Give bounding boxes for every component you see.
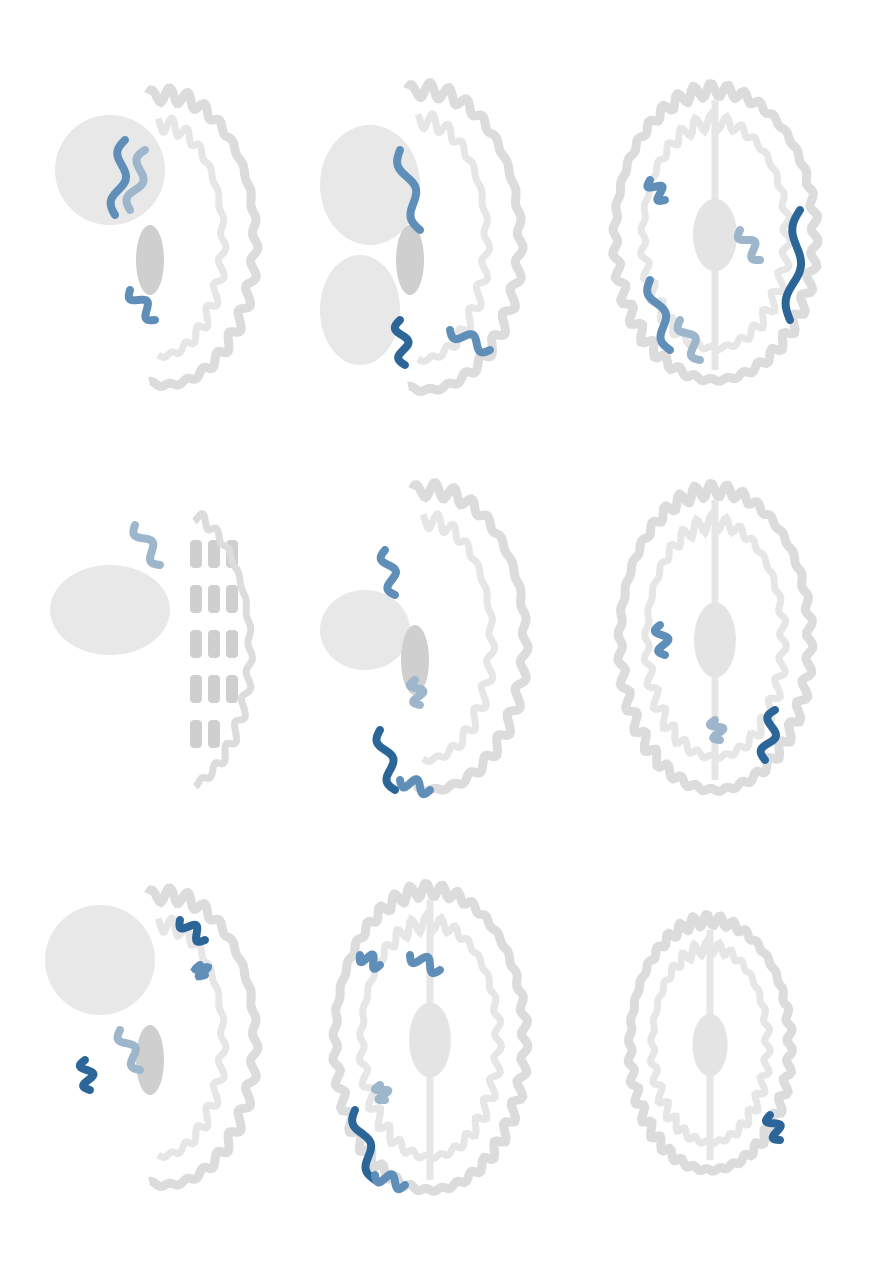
highlighted-region [396,775,434,799]
brain-slice [608,79,823,386]
highlighted-region [643,276,674,354]
highlighted-region [650,621,673,659]
highlighted-region [113,1026,144,1074]
highlighted-region [122,146,149,214]
cortex-inner [154,914,230,1161]
ventricle [692,1013,728,1077]
cortex-outline [408,478,533,797]
brain-slice [50,510,256,790]
highlighted-region [106,136,130,219]
brain-slice [45,883,263,1191]
highlighted-region [348,1106,379,1184]
cortex-inner [636,108,794,354]
highlighted-region [371,1170,409,1194]
highlighted-region [371,1081,393,1105]
cortex-outline [192,510,256,790]
highlighted-region [733,226,764,264]
brain-slice [328,879,533,1196]
highlighted-region [393,146,424,234]
cortex-inner [154,114,230,361]
light-region [320,255,400,365]
tissue-fragment [208,630,220,658]
light-region [320,590,410,670]
brain-slice [320,78,528,397]
light-region [50,565,170,655]
deep-structure [401,625,429,695]
deep-structure [136,225,164,295]
highlighted-region [124,286,159,325]
brain-slice [613,479,818,796]
highlighted-region [781,206,806,324]
light-region [320,125,420,245]
deep-structure [396,225,424,295]
highlighted-region [756,706,781,764]
cortex-outline [328,879,533,1196]
cortex-outline [608,79,823,386]
cortex-outline [613,479,818,796]
highlighted-region [643,176,669,205]
brain-slice [320,478,533,799]
tissue-fragment [190,585,202,613]
brain-slice [55,83,263,391]
highlighted-region [175,916,209,946]
cortex-outline [623,910,797,1176]
brain-slice [623,910,797,1176]
cortex-inner [355,909,506,1163]
highlighted-region [673,316,704,364]
cortex-outline [403,78,528,397]
highlighted-region [390,316,413,369]
highlighted-region [376,546,401,599]
highlighted-region [75,1056,98,1094]
highlighted-region [446,326,494,357]
tissue-fragment [226,630,238,658]
tissue-fragment [226,585,238,613]
highlighted-region [129,521,164,569]
highlighted-region [405,676,428,709]
ventricle [694,602,736,678]
highlighted-region [355,950,384,973]
highlighted-region [372,726,399,794]
highlighted-region [406,951,444,978]
light-region [55,115,165,225]
light-region [45,905,155,1015]
ventricle [693,198,737,272]
tissue-fragment [226,675,238,703]
ventricle [409,1002,451,1078]
highlighted-region [706,716,728,744]
cortex-inner [419,510,499,766]
cortex-outline [144,83,263,391]
cortex-outline [144,883,263,1191]
tissue-fragment [208,540,220,568]
cortex-inner [646,935,774,1148]
tissue-fragment [190,720,202,748]
tissue-fragment [190,540,202,568]
cortex-inner [414,110,494,366]
highlighted-region [762,1111,785,1144]
deep-structure [136,1025,164,1095]
highlighted-region [190,961,212,981]
tissue-fragment [190,675,202,703]
tissue-fragment [208,585,220,613]
tissue-fragment [190,630,202,658]
cortex-inner [640,509,791,763]
tissue-fragment [208,675,220,703]
tissue-fragment [208,720,220,748]
